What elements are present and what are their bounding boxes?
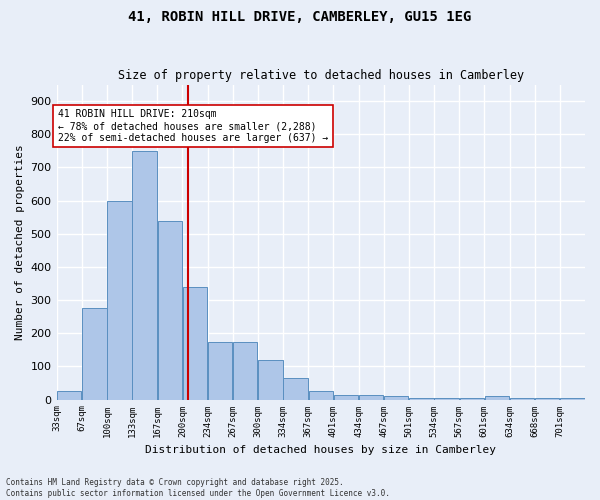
Text: Contains HM Land Registry data © Crown copyright and database right 2025.
Contai: Contains HM Land Registry data © Crown c… (6, 478, 390, 498)
Bar (258, 360, 283, 400)
Bar (57, 392, 82, 400)
Text: 41 ROBIN HILL DRIVE: 210sqm
← 78% of detached houses are smaller (2,288)
22% of : 41 ROBIN HILL DRIVE: 210sqm ← 78% of det… (58, 110, 328, 142)
Bar (409, 398, 434, 400)
Bar (308, 392, 333, 400)
Bar (384, 396, 409, 400)
Bar (107, 200, 131, 400)
Bar (208, 342, 232, 400)
Bar (359, 394, 383, 400)
Bar (283, 378, 308, 400)
Bar (158, 220, 182, 400)
Bar (82, 308, 107, 400)
Y-axis label: Number of detached properties: Number of detached properties (15, 144, 25, 340)
Bar (183, 287, 207, 400)
Bar (560, 398, 584, 400)
Text: 41, ROBIN HILL DRIVE, CAMBERLEY, GU15 1EG: 41, ROBIN HILL DRIVE, CAMBERLEY, GU15 1E… (128, 10, 472, 24)
Bar (233, 342, 257, 400)
Title: Size of property relative to detached houses in Camberley: Size of property relative to detached ho… (118, 69, 524, 82)
Bar (535, 398, 559, 400)
X-axis label: Distribution of detached houses by size in Camberley: Distribution of detached houses by size … (145, 445, 496, 455)
Bar (460, 398, 484, 400)
Bar (133, 151, 157, 400)
Bar (510, 398, 535, 400)
Bar (334, 394, 358, 400)
Bar (485, 396, 509, 400)
Bar (434, 398, 459, 400)
